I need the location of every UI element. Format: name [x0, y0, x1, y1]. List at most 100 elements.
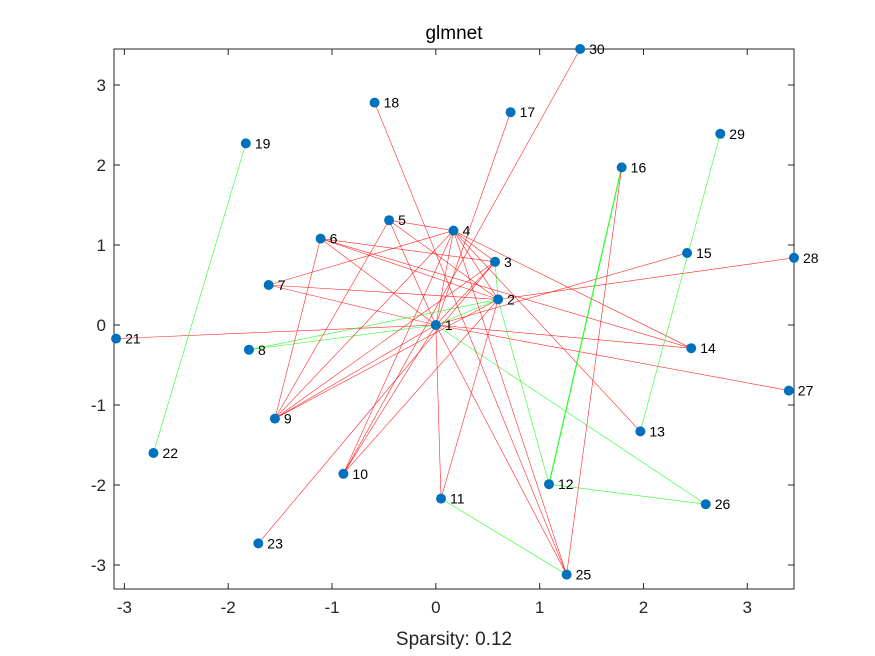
y-tick-label: 2: [97, 156, 106, 175]
plot-area: [114, 49, 794, 589]
edge-1-27: [435, 324, 789, 391]
edge-1-2: [435, 299, 499, 326]
node-label-7: 7: [278, 277, 286, 293]
edge-2-9: [274, 299, 499, 419]
node-label-1: 1: [445, 317, 453, 333]
node-29: [715, 128, 726, 139]
node-label-11: 11: [450, 491, 465, 507]
edge-2-4: [453, 230, 499, 300]
x-tick-label: 0: [431, 598, 440, 617]
node-label-27: 27: [798, 383, 814, 399]
chart-title: glmnet: [425, 23, 483, 44]
node-label-6: 6: [330, 231, 338, 247]
edge-2-3: [494, 261, 499, 300]
node-label-2: 2: [507, 291, 515, 307]
edge-1-15: [435, 252, 688, 326]
node-label-25: 25: [576, 567, 592, 583]
node-label-28: 28: [803, 250, 819, 266]
y-tick-label: -2: [91, 476, 106, 495]
edge-6-9: [274, 238, 321, 419]
edge-19-22: [153, 143, 247, 454]
node-6: [315, 233, 326, 244]
node-label-23: 23: [267, 535, 283, 551]
edge-1-4: [435, 230, 454, 326]
node-label-18: 18: [384, 95, 400, 111]
node-label-16: 16: [631, 159, 647, 175]
node-label-3: 3: [504, 254, 512, 270]
node-label-10: 10: [352, 466, 368, 482]
edge-1-17: [435, 112, 511, 326]
node-label-13: 13: [649, 423, 665, 439]
edge-4-5: [389, 219, 454, 231]
edge-2-28: [498, 257, 795, 300]
edge-4-14: [453, 230, 692, 349]
edge-2-10: [343, 299, 499, 474]
x-tick-label: 3: [743, 598, 752, 617]
y-tick-label: -1: [91, 396, 106, 415]
edge-4-25: [453, 230, 567, 575]
edge-1-25: [435, 324, 567, 575]
edge-1-3: [435, 261, 496, 326]
edge-11-25: [440, 498, 567, 575]
node-22: [148, 448, 159, 458]
x-tick-label: -2: [221, 598, 236, 617]
edge-4-9: [274, 230, 454, 419]
x-tick-label: 1: [535, 598, 544, 617]
node-18: [369, 97, 380, 108]
edge-12-16: [548, 167, 623, 485]
node-label-12: 12: [558, 476, 574, 492]
axes-box: [113, 48, 795, 590]
edge-3-4: [453, 230, 496, 263]
edge-1-5: [388, 220, 437, 326]
edge-4-7: [268, 230, 454, 286]
node-3: [490, 256, 501, 267]
edge-2-11: [440, 299, 499, 499]
node-label-21: 21: [125, 331, 141, 347]
node-30: [575, 44, 586, 54]
edge-1-8: [248, 324, 436, 351]
edge-4-10: [343, 230, 454, 474]
node-13: [635, 426, 646, 437]
edge-3-6: [320, 238, 496, 263]
node-label-4: 4: [462, 223, 470, 239]
node-19: [240, 138, 251, 149]
y-tick-label: -3: [91, 556, 106, 575]
edge-3-9: [274, 261, 496, 419]
node-28: [789, 252, 799, 263]
edge-16-25: [566, 167, 622, 575]
node-5: [384, 215, 395, 226]
edge-1-9: [274, 324, 436, 419]
node-9: [269, 413, 280, 424]
node-4: [448, 225, 459, 236]
node-12: [543, 479, 554, 490]
edge-1-10: [343, 324, 437, 474]
x-axis-label: Sparsity: 0.12: [396, 629, 512, 650]
node-15: [682, 248, 693, 258]
edge-6-14: [320, 238, 692, 349]
edge-13-29: [640, 133, 721, 432]
y-tick-label: 1: [97, 236, 106, 255]
node-label-15: 15: [696, 245, 712, 261]
nodes-layer: 1234567891011121314151617181921222325262…: [111, 41, 819, 583]
edge-2-7: [268, 284, 499, 300]
node-label-26: 26: [715, 496, 731, 512]
x-tick-label: -1: [324, 598, 339, 617]
node-16: [616, 162, 627, 173]
node-label-30: 30: [589, 41, 605, 57]
node-label-22: 22: [162, 445, 178, 461]
edges-layer: [116, 48, 795, 575]
edge-12-26: [548, 483, 706, 505]
node-7: [263, 280, 274, 290]
node-8: [243, 344, 254, 355]
edge-1-6: [320, 238, 437, 326]
edge-1-14: [435, 324, 692, 349]
node-label-5: 5: [398, 212, 406, 228]
edge-1-26: [435, 324, 706, 505]
edge-1-21: [116, 324, 436, 339]
node-11: [436, 493, 447, 504]
edge-1-11: [435, 324, 442, 499]
node-23: [253, 538, 264, 549]
edge-2-12: [497, 299, 550, 485]
